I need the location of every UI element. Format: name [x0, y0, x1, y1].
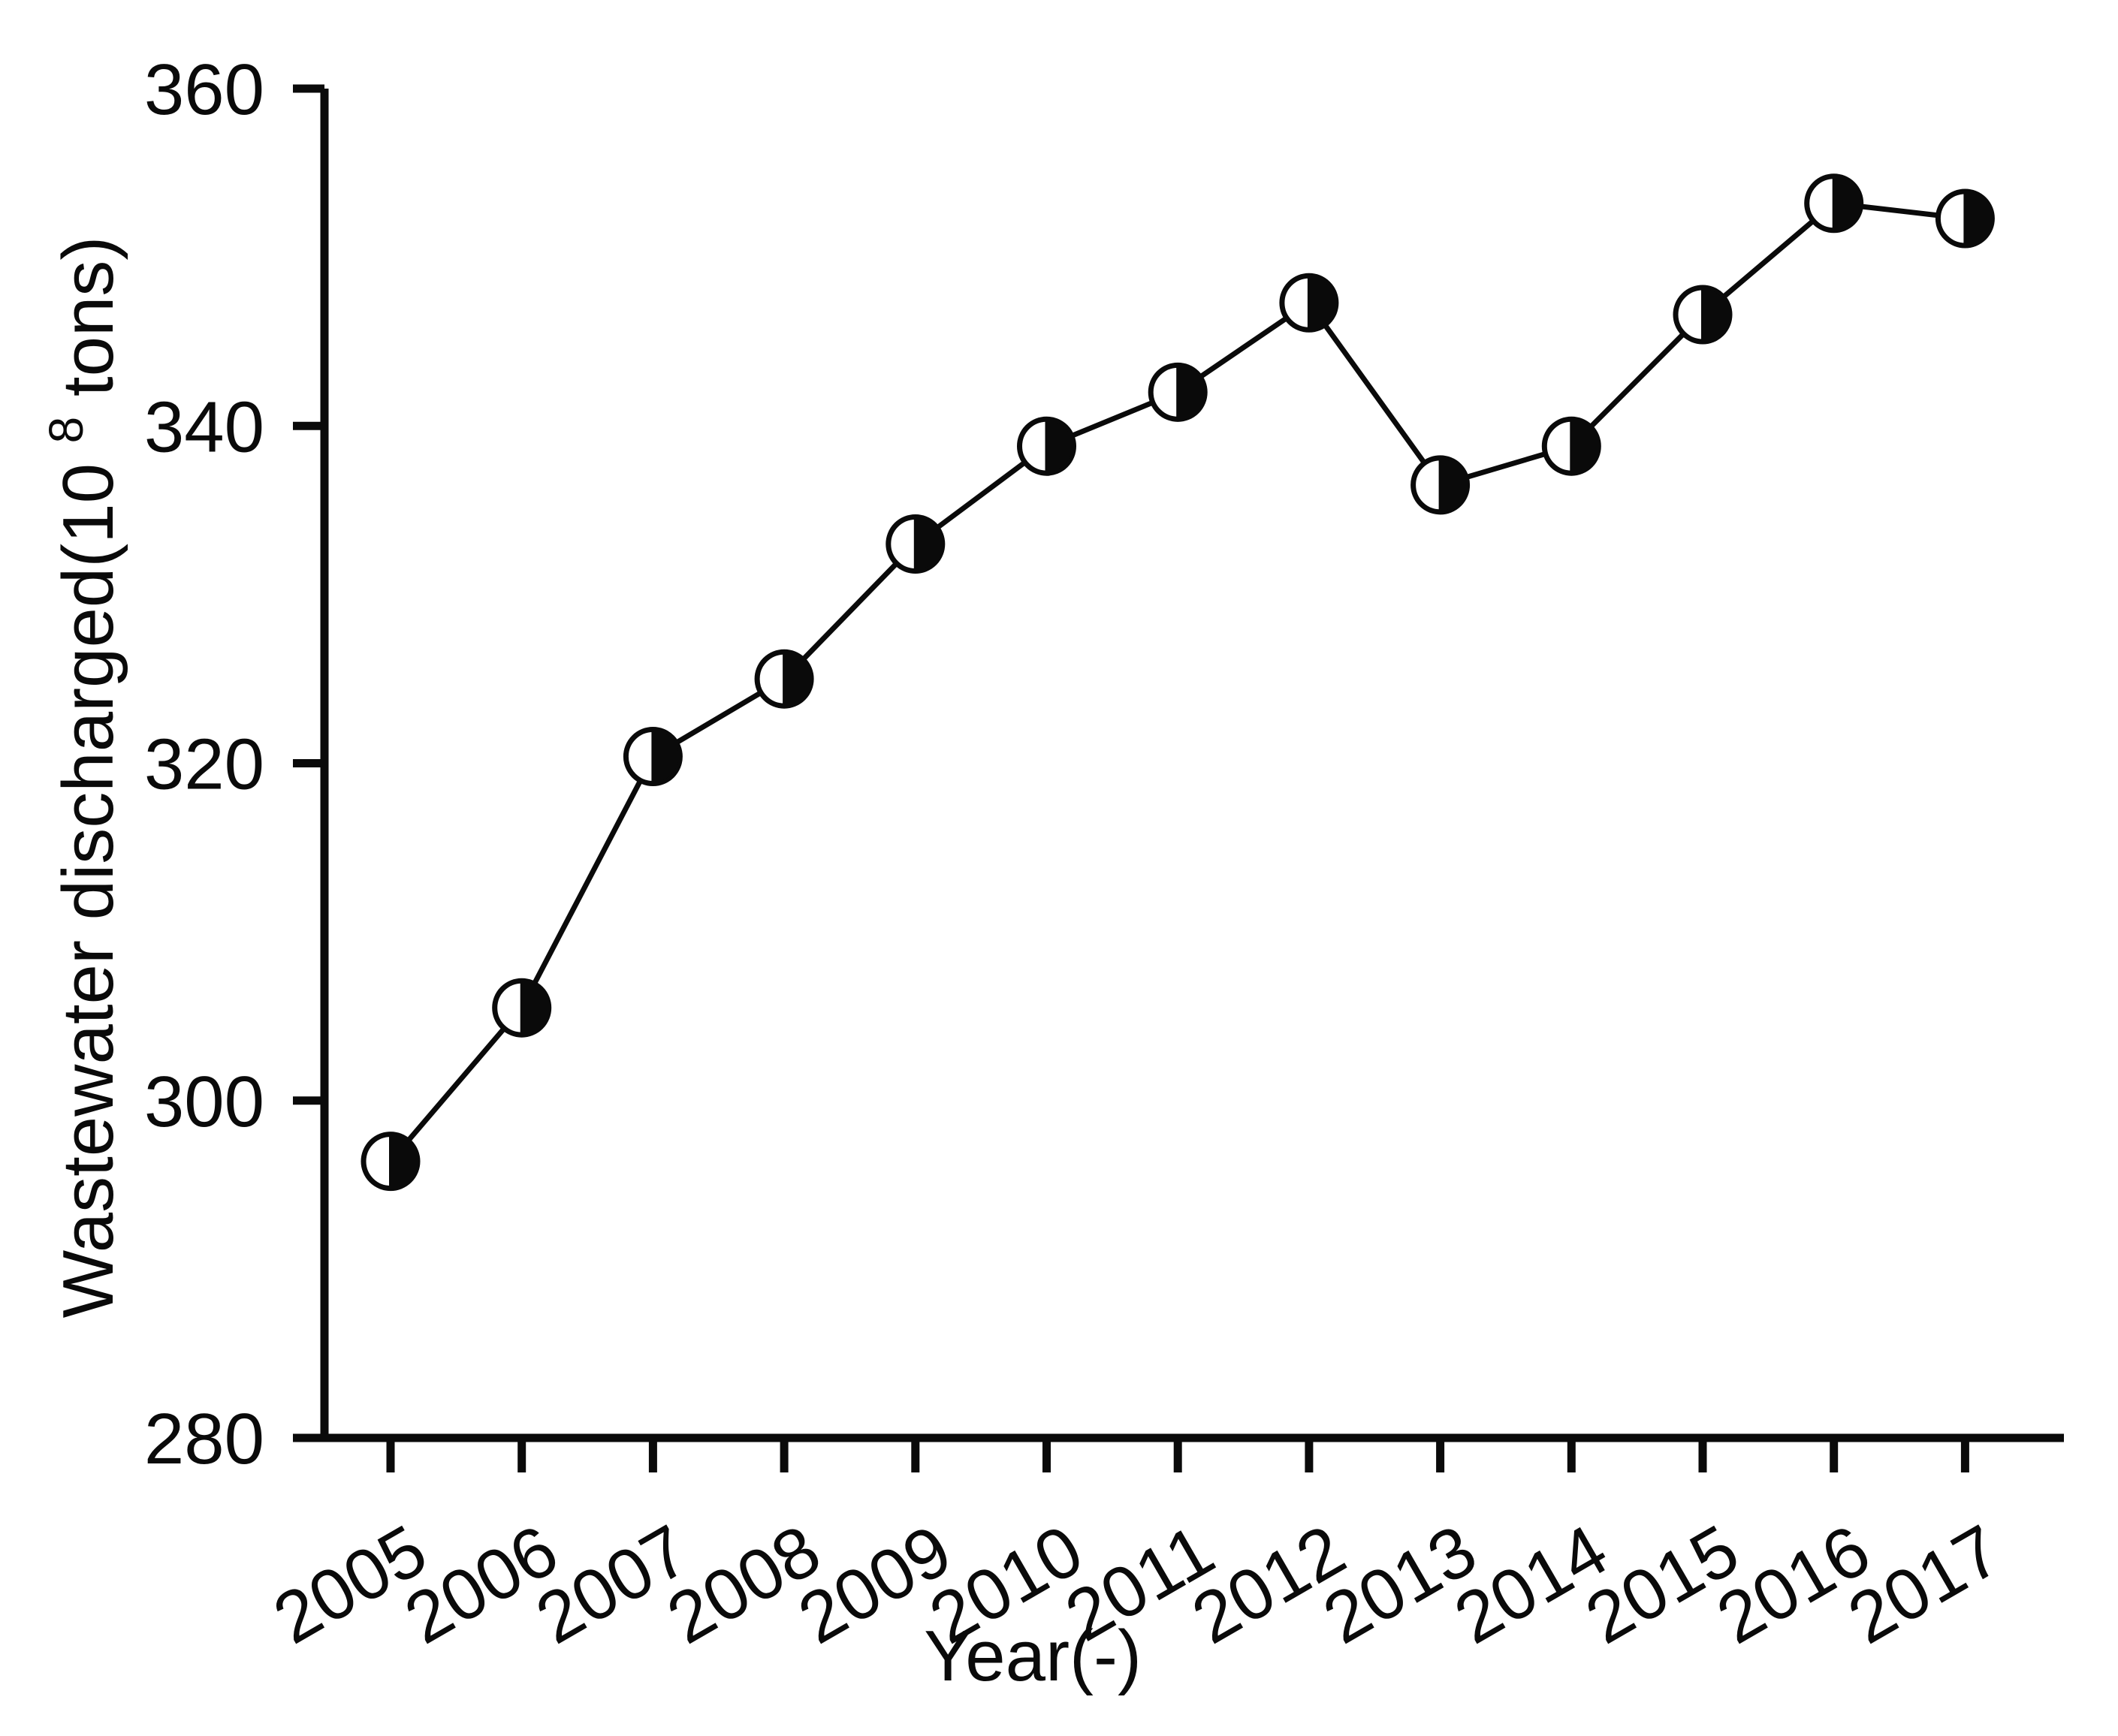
marker-right-half [389, 1132, 419, 1190]
marker-right-half [520, 979, 551, 1037]
y-axis-title-superscript: 8 [39, 417, 93, 444]
data-point-2008 [754, 649, 814, 709]
data-point-2015 [1673, 285, 1733, 345]
data-point-2016 [1804, 173, 1864, 234]
marker-right-half [1176, 363, 1207, 421]
y-axis-title-base: Wastewater discharged(10 [48, 463, 128, 1318]
y-axis-title-suffix: tons) [48, 237, 128, 396]
marker-right-half [651, 728, 682, 785]
x-tick-label-2017: 2017 [1835, 1510, 2014, 1659]
data-point-2006 [492, 978, 552, 1038]
marker-right-half [1307, 274, 1338, 332]
marker-right-half [1832, 174, 1863, 232]
marker-right-half [1438, 456, 1469, 514]
data-point-2010 [1017, 416, 1076, 476]
x-axis-title: Year(-) [924, 1616, 1142, 1696]
y-axis-ticks: 280 300 320 340 360 [144, 50, 324, 1479]
data-point-2017 [1935, 188, 1995, 249]
axis-spines [320, 89, 2064, 1442]
marker-right-half [1701, 285, 1731, 344]
series-line [388, 200, 1966, 1163]
marker-right-half [1570, 417, 1601, 475]
data-point-2014 [1541, 416, 1601, 476]
data-point-2011 [1148, 362, 1208, 422]
data-point-2005 [361, 1132, 421, 1192]
marker-right-half [1045, 417, 1076, 475]
marker-right-half [783, 650, 813, 708]
data-point-2009 [886, 514, 946, 574]
y-tick-label-300: 300 [144, 1062, 264, 1142]
data-point-2012 [1279, 273, 1339, 333]
y-tick-label-320: 320 [144, 725, 264, 805]
data-point-2007 [623, 727, 683, 787]
y-tick-label-280: 280 [144, 1399, 264, 1479]
marker-right-half [1963, 189, 1994, 247]
data-series [361, 173, 1995, 1192]
data-point-2013 [1410, 455, 1471, 515]
y-tick-label-340: 340 [144, 387, 264, 467]
y-tick-label-360: 360 [144, 50, 264, 130]
marker-right-half [913, 515, 944, 573]
y-axis-title: Wastewater discharged(10 8 tons) [18, 237, 128, 1319]
